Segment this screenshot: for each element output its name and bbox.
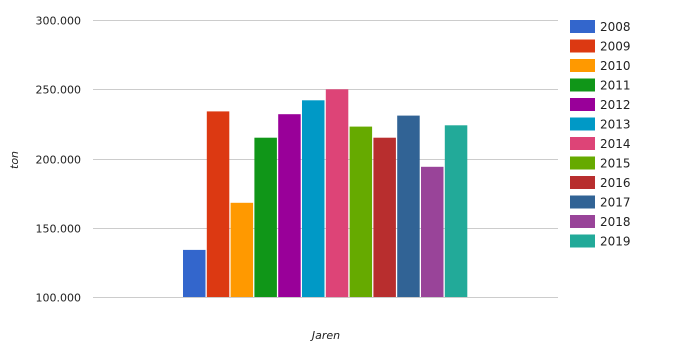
legend-label: 2017 <box>600 196 631 210</box>
legend-item-2011[interactable]: 2011 <box>570 78 631 93</box>
bar-2013[interactable] <box>302 100 325 297</box>
legend-label: 2010 <box>600 59 631 73</box>
legend-swatch <box>570 137 595 150</box>
legend-item-2013[interactable]: 2013 <box>570 117 631 132</box>
legend-label: 2011 <box>600 79 631 93</box>
legend-swatch <box>570 78 595 92</box>
legend-item-2012[interactable]: 2012 <box>570 98 631 112</box>
legend-item-2018[interactable]: 2018 <box>570 215 631 229</box>
legend-label: 2019 <box>600 235 631 249</box>
legend-item-2017[interactable]: 2017 <box>570 195 631 210</box>
legend-swatch <box>570 176 595 189</box>
bar-2008[interactable] <box>183 249 206 297</box>
legend-item-2009[interactable]: 2009 <box>570 39 631 54</box>
legend-swatch <box>570 20 595 33</box>
x-axis-title: Jaren <box>310 329 340 342</box>
y-tick-label: 200.000 <box>36 154 82 167</box>
legend-label: 2015 <box>600 157 631 171</box>
bar-2016[interactable] <box>373 137 396 297</box>
bar-2018[interactable] <box>421 166 444 297</box>
bar-2017[interactable] <box>397 115 420 297</box>
y-tick-label: 150.000 <box>36 223 82 236</box>
legend-swatch <box>570 195 595 209</box>
bars <box>183 89 468 298</box>
legend-item-2015[interactable]: 2015 <box>570 156 631 171</box>
legend-item-2014[interactable]: 2014 <box>570 137 631 151</box>
gridlines <box>93 20 558 298</box>
y-axis-tick-labels: 100.000 150.000 200.000 250.000 300.000 <box>36 15 82 305</box>
legend-label: 2009 <box>600 40 631 54</box>
legend-item-2010[interactable]: 2010 <box>570 59 631 73</box>
legend-item-2019[interactable]: 2019 <box>570 234 631 249</box>
y-tick-label: 300.000 <box>36 15 82 28</box>
legend-item-2008[interactable]: 2008 <box>570 20 631 34</box>
legend-label: 2014 <box>600 137 631 151</box>
y-axis-title: ton <box>8 151 21 169</box>
legend-swatch <box>570 234 595 248</box>
legend-swatch <box>570 117 595 131</box>
bar-2009[interactable] <box>206 111 230 298</box>
legend: 2008 2009 2010 2011 2012 2013 2014 2015 2016 2017… <box>570 20 631 249</box>
bar-2010[interactable] <box>230 202 254 297</box>
bar-2011[interactable] <box>254 137 277 297</box>
legend-label: 2008 <box>600 20 631 34</box>
legend-label: 2018 <box>600 215 631 229</box>
legend-swatch <box>570 59 595 72</box>
legend-label: 2013 <box>600 118 631 132</box>
y-tick-label: 250.000 <box>36 84 82 97</box>
legend-swatch <box>570 156 595 170</box>
bar-2012[interactable] <box>278 114 301 297</box>
legend-label: 2012 <box>600 98 631 112</box>
legend-item-2016[interactable]: 2016 <box>570 176 631 190</box>
bar-2014[interactable] <box>325 89 349 298</box>
legend-swatch <box>570 39 595 53</box>
legend-swatch <box>570 215 595 228</box>
bar-2019[interactable] <box>444 125 468 297</box>
legend-label: 2016 <box>600 176 631 190</box>
y-tick-label: 100.000 <box>36 292 82 305</box>
legend-swatch <box>570 98 595 111</box>
bar-2015[interactable] <box>349 126 373 297</box>
